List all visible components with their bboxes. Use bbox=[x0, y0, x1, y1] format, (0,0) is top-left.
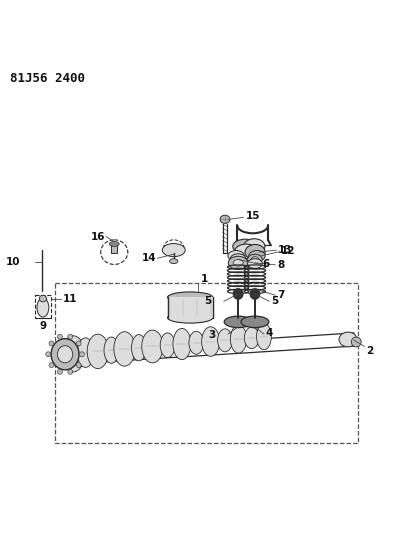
Ellipse shape bbox=[57, 346, 73, 363]
Ellipse shape bbox=[202, 327, 220, 357]
Ellipse shape bbox=[76, 341, 81, 346]
Ellipse shape bbox=[256, 324, 271, 350]
Text: 15: 15 bbox=[245, 212, 260, 222]
Text: 14: 14 bbox=[142, 253, 157, 263]
Ellipse shape bbox=[77, 338, 94, 367]
Ellipse shape bbox=[241, 316, 269, 328]
Text: 5: 5 bbox=[271, 296, 279, 306]
Ellipse shape bbox=[251, 257, 259, 262]
Ellipse shape bbox=[49, 341, 54, 346]
Ellipse shape bbox=[228, 251, 244, 261]
Ellipse shape bbox=[244, 239, 265, 254]
Ellipse shape bbox=[249, 251, 265, 261]
Ellipse shape bbox=[37, 298, 49, 317]
Ellipse shape bbox=[250, 289, 260, 300]
Text: 6: 6 bbox=[263, 260, 270, 270]
Text: 1: 1 bbox=[200, 274, 208, 284]
Text: 7: 7 bbox=[278, 290, 285, 300]
Ellipse shape bbox=[68, 334, 73, 339]
Ellipse shape bbox=[230, 325, 247, 353]
Ellipse shape bbox=[170, 259, 178, 264]
Ellipse shape bbox=[230, 254, 246, 265]
Text: 8: 8 bbox=[278, 260, 285, 270]
Ellipse shape bbox=[247, 259, 262, 269]
Ellipse shape bbox=[76, 362, 81, 368]
Bar bbox=[168, 297, 213, 318]
Ellipse shape bbox=[109, 241, 119, 246]
Text: 4: 4 bbox=[265, 328, 273, 338]
Ellipse shape bbox=[244, 327, 259, 349]
Ellipse shape bbox=[142, 330, 163, 363]
Ellipse shape bbox=[251, 256, 257, 262]
Ellipse shape bbox=[39, 295, 47, 302]
Ellipse shape bbox=[351, 337, 361, 347]
Ellipse shape bbox=[79, 352, 84, 357]
Bar bbox=[112, 244, 117, 253]
Ellipse shape bbox=[233, 260, 243, 266]
Ellipse shape bbox=[51, 338, 79, 370]
Ellipse shape bbox=[247, 254, 262, 265]
Ellipse shape bbox=[114, 332, 135, 366]
Ellipse shape bbox=[233, 289, 243, 300]
Ellipse shape bbox=[49, 362, 54, 368]
Text: 13: 13 bbox=[278, 245, 293, 255]
Ellipse shape bbox=[233, 239, 258, 254]
Text: 12: 12 bbox=[281, 246, 296, 256]
Ellipse shape bbox=[218, 329, 233, 352]
Ellipse shape bbox=[234, 257, 242, 262]
Ellipse shape bbox=[162, 244, 185, 257]
Ellipse shape bbox=[245, 245, 265, 260]
Text: 9: 9 bbox=[39, 321, 47, 331]
Text: 10: 10 bbox=[5, 256, 20, 266]
Ellipse shape bbox=[131, 335, 146, 361]
Ellipse shape bbox=[237, 255, 244, 262]
Ellipse shape bbox=[168, 292, 213, 303]
Ellipse shape bbox=[235, 244, 258, 260]
Text: 2: 2 bbox=[366, 346, 373, 357]
Ellipse shape bbox=[62, 336, 85, 372]
Ellipse shape bbox=[220, 215, 230, 223]
Ellipse shape bbox=[160, 333, 175, 358]
Ellipse shape bbox=[68, 369, 73, 374]
Ellipse shape bbox=[57, 369, 62, 374]
Text: 81J56 2400: 81J56 2400 bbox=[9, 72, 85, 85]
Text: 5: 5 bbox=[204, 296, 211, 306]
Text: 16: 16 bbox=[91, 231, 105, 241]
Ellipse shape bbox=[228, 256, 248, 269]
Ellipse shape bbox=[189, 332, 204, 354]
Bar bbox=[35, 295, 51, 318]
Ellipse shape bbox=[46, 352, 51, 357]
Ellipse shape bbox=[87, 334, 109, 369]
Ellipse shape bbox=[168, 312, 213, 323]
Ellipse shape bbox=[57, 334, 62, 339]
Ellipse shape bbox=[173, 328, 191, 360]
Text: 3: 3 bbox=[208, 330, 215, 340]
Ellipse shape bbox=[104, 337, 119, 364]
Bar bbox=[55, 283, 358, 443]
Ellipse shape bbox=[224, 316, 252, 328]
Ellipse shape bbox=[339, 332, 357, 347]
Text: 11: 11 bbox=[63, 294, 78, 304]
